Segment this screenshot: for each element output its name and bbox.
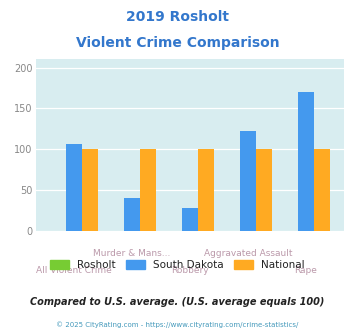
Bar (240, 131, 256, 231)
Bar (82, 149, 98, 231)
Bar (198, 149, 214, 231)
Text: Aggravated Assault: Aggravated Assault (204, 249, 292, 258)
Text: Murder & Mans...: Murder & Mans... (93, 249, 171, 258)
Legend: Rosholt, South Dakota, National: Rosholt, South Dakota, National (50, 260, 305, 270)
Bar (66, 145, 82, 231)
Bar (182, 208, 198, 231)
Text: Compared to U.S. average. (U.S. average equals 100): Compared to U.S. average. (U.S. average … (30, 297, 325, 307)
Bar (298, 92, 314, 231)
Text: Rape: Rape (295, 266, 317, 275)
Text: Robbery: Robbery (171, 266, 209, 275)
Text: 2019 Rosholt: 2019 Rosholt (126, 10, 229, 24)
Text: © 2025 CityRating.com - https://www.cityrating.com/crime-statistics/: © 2025 CityRating.com - https://www.city… (56, 322, 299, 328)
Bar (140, 149, 156, 231)
Text: All Violent Crime: All Violent Crime (36, 266, 112, 275)
Bar (124, 198, 140, 231)
Bar (256, 149, 272, 231)
Text: Violent Crime Comparison: Violent Crime Comparison (76, 36, 279, 50)
Bar (314, 149, 330, 231)
